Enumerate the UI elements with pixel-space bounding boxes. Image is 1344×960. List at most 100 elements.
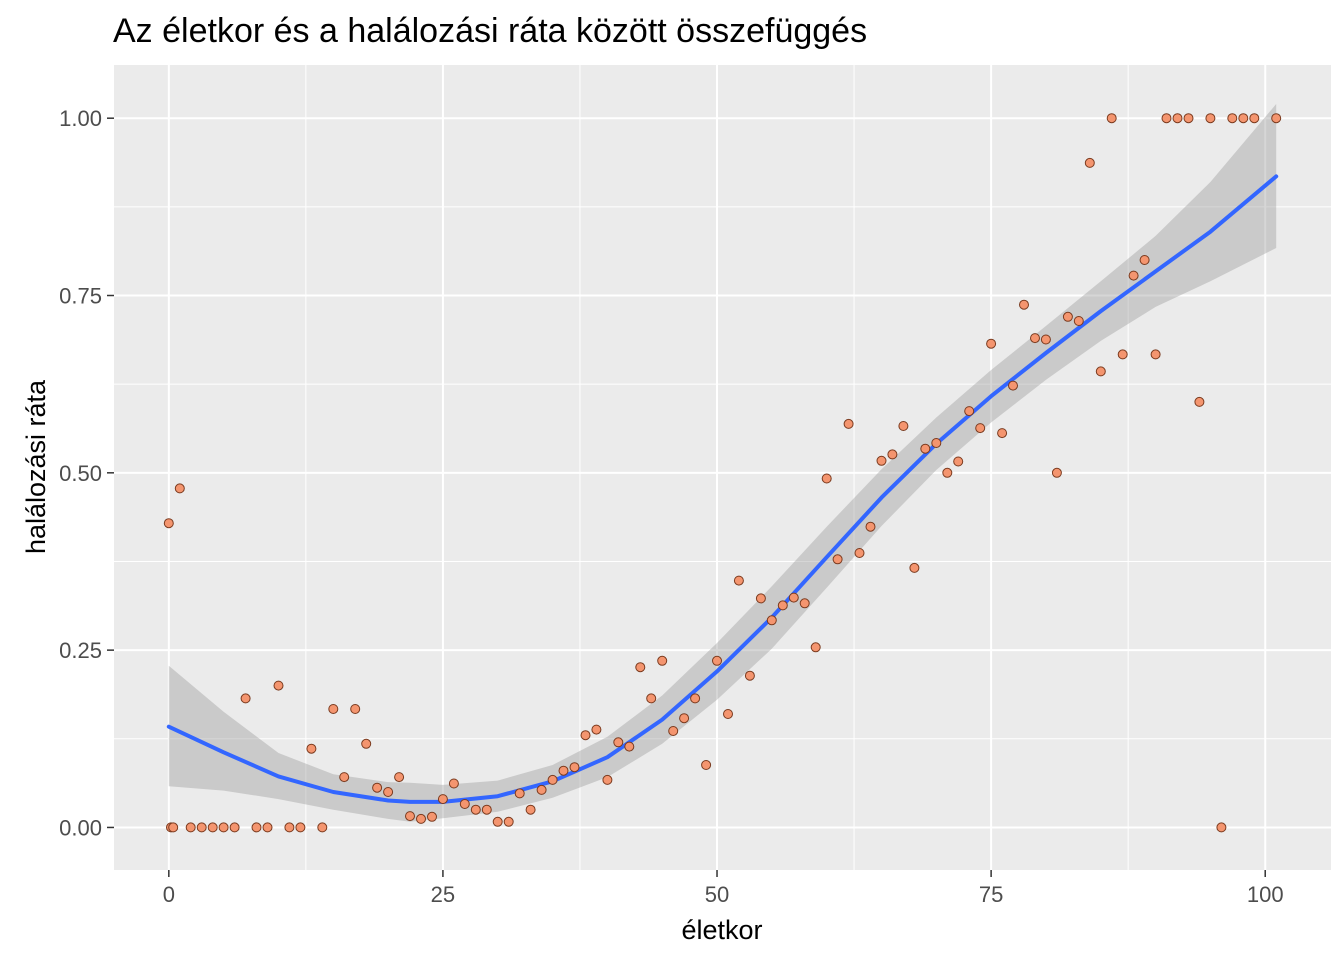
data-point (909, 562, 920, 573)
data-point (427, 811, 437, 822)
data-point (1128, 270, 1139, 281)
data-point (1051, 467, 1062, 478)
data-point (459, 799, 470, 809)
data-point (1084, 157, 1095, 168)
data-point (766, 615, 777, 626)
smooth-line (166, 174, 1279, 804)
data-point (1073, 316, 1084, 326)
data-point (613, 737, 624, 748)
data-point (481, 804, 492, 815)
data-point (1062, 311, 1073, 322)
data-point (1106, 113, 1117, 124)
data-point (876, 455, 887, 466)
y-tick-label: 1.00 (59, 106, 102, 131)
data-point (821, 473, 832, 484)
data-point (1216, 822, 1227, 833)
confidence-band (168, 104, 1277, 822)
x-tick-label: 25 (431, 882, 455, 907)
data-point (1008, 380, 1018, 391)
data-point (1194, 396, 1205, 407)
data-point (218, 822, 229, 833)
data-point (690, 693, 701, 704)
data-point (1117, 349, 1128, 360)
data-point (1172, 113, 1183, 124)
data-point (492, 816, 503, 827)
data-point (997, 428, 1008, 439)
data-point (1030, 333, 1040, 344)
x-axis-title: életkor (681, 915, 762, 945)
data-point (174, 483, 185, 494)
data-point (350, 704, 361, 714)
y-tick-label: 0.25 (59, 638, 102, 663)
data-point (635, 662, 646, 673)
data-point (975, 423, 986, 434)
data-point (931, 438, 942, 448)
data-point (503, 816, 514, 827)
data-point (591, 724, 602, 735)
y-axis-title: halálozási ráta (21, 379, 51, 554)
data-point (251, 822, 262, 833)
data-point (898, 421, 909, 431)
data-point (832, 554, 843, 565)
data-point (1238, 113, 1249, 124)
data-point (657, 655, 668, 666)
data-point (470, 804, 481, 815)
data-points (163, 113, 1282, 833)
chart-title: Az életkor és a halálozási ráta között ö… (113, 12, 867, 50)
data-point (1271, 113, 1282, 124)
data-point (777, 600, 788, 611)
data-point (799, 598, 810, 609)
data-point (284, 822, 295, 833)
data-point (1019, 299, 1029, 310)
data-point (536, 784, 547, 795)
data-point (920, 443, 931, 454)
data-point (383, 787, 394, 797)
data-point (295, 822, 306, 833)
data-point (306, 743, 317, 754)
data-point (602, 774, 613, 785)
data-point (262, 822, 273, 833)
plot-panel (114, 65, 1331, 870)
data-point (712, 655, 722, 666)
data-point (1227, 113, 1238, 124)
data-point (416, 813, 426, 824)
data-point (558, 765, 569, 776)
data-point (163, 518, 174, 529)
data-point (372, 782, 383, 793)
data-point (207, 822, 218, 833)
data-point (646, 693, 657, 704)
data-point (448, 778, 459, 789)
data-point (328, 704, 339, 714)
x-tick-label: 50 (705, 882, 729, 907)
data-point (1249, 113, 1260, 124)
y-tick-label: 0.75 (59, 284, 102, 309)
data-point (1139, 255, 1150, 265)
data-point (865, 521, 876, 532)
data-point (185, 822, 196, 833)
data-point (394, 772, 405, 783)
y-tick-label: 0.00 (59, 815, 102, 840)
data-point (668, 726, 679, 736)
data-point (437, 794, 448, 805)
x-tick-label: 75 (979, 882, 1003, 907)
data-point (986, 338, 997, 349)
data-point (942, 467, 953, 478)
x-axis-ticks: 0 25 50 75 100 (163, 870, 1284, 907)
data-point (1040, 334, 1051, 345)
data-point (273, 680, 284, 691)
confidence-band-layer (168, 104, 1277, 822)
x-tick-label: 0 (163, 882, 175, 907)
data-point (755, 593, 766, 604)
data-point (679, 713, 690, 724)
data-point (196, 822, 207, 833)
data-point (854, 548, 865, 558)
data-point (1183, 113, 1194, 124)
data-point (723, 709, 733, 719)
data-point (1205, 113, 1216, 124)
y-tick-label: 0.50 (59, 461, 102, 486)
data-point (168, 822, 179, 833)
data-point (788, 592, 799, 603)
y-axis-ticks: 0.00 0.25 0.50 0.75 1.00 (59, 106, 114, 840)
data-point (1161, 113, 1172, 124)
data-point (744, 670, 755, 681)
